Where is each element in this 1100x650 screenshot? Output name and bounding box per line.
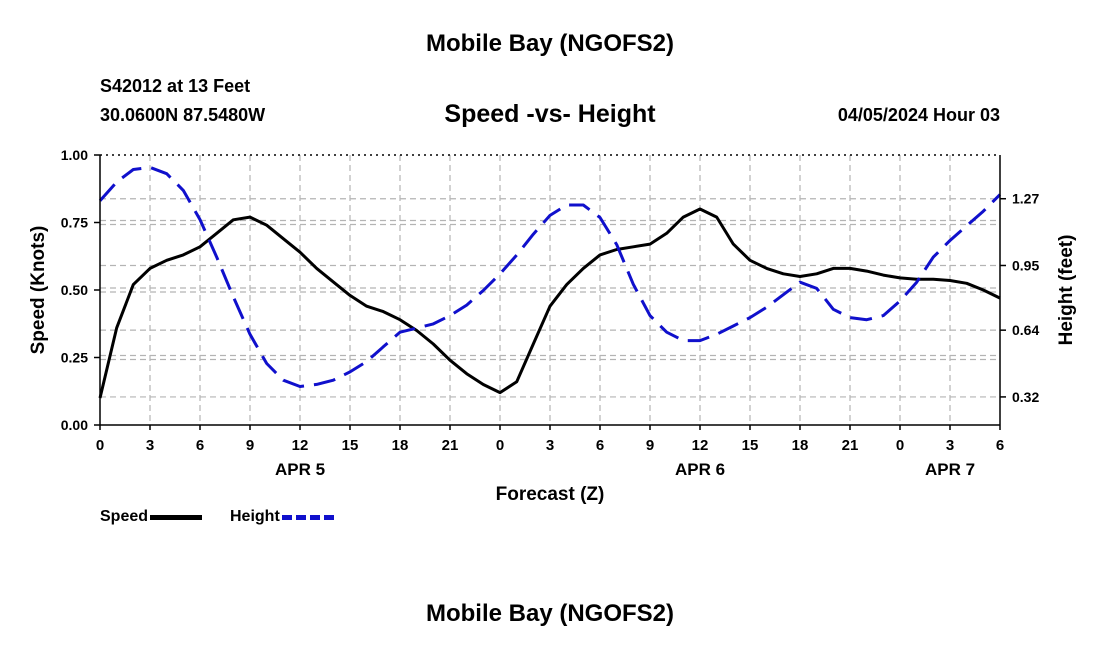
forecast-datetime: 04/05/2024 Hour 03 [837,105,1000,125]
station-label: S42012 at 13 Feet [100,76,251,96]
legend-height-label: Height [230,508,280,525]
x-tick-label: 15 [342,437,359,454]
y-tick-label: 0.50 [61,282,88,298]
x-tick-label: 3 [546,437,554,454]
x-tick-label: 9 [246,437,254,454]
page-title: Mobile Bay (NGOFS2) [425,30,675,57]
x-axis-label: Forecast (Z) [496,484,605,505]
x-tick-label: 0 [496,437,504,454]
legend-speed-label: Speed [100,508,149,525]
coordinates-label: 30.0600N 87.5480W [100,105,266,125]
legend-speed: Speed [100,508,203,526]
x-tick-label: 18 [792,437,809,454]
x-tick-label: 6 [596,437,604,454]
x-tick-label: 21 [442,437,459,454]
y-axis-label: Speed (Knots) [28,226,49,355]
x-tick-label: 0 [96,437,104,454]
day-label: APR 7 [925,460,975,479]
x-tick-label: 0 [896,437,904,454]
axes: 0 3 6 9 12 15 18 21 0 3 6 9 12 15 18 21 0 3 6 APR 5 APR 6 APR… [61,147,1040,479]
day-label: APR 6 [675,460,725,479]
legend-height: Height [230,508,334,526]
x-tick-label: 12 [292,437,309,454]
y-tick-label: 0.00 [61,417,88,433]
legend-speed-swatch [150,514,203,520]
x-tick-label: 3 [146,437,154,454]
y2-tick-label: 0.32 [1012,389,1039,405]
series-layer [98,165,1002,399]
y-tick-label: 0.25 [61,350,88,366]
footer-title: Mobile Bay (NGOFS2) [425,600,675,627]
height-series-line [98,165,1002,388]
grid [100,155,1000,425]
day-label: APR 5 [275,460,325,479]
x-tick-label: 6 [996,437,1004,454]
x-tick-label: 12 [692,437,709,454]
y2-tick-label: 0.64 [1012,322,1039,338]
y2-tick-label: 1.27 [1012,191,1039,207]
y2-tick-label: 0.95 [1012,257,1039,273]
x-tick-label: 9 [646,437,654,454]
y-tick-label: 0.75 [61,215,88,231]
x-tick-label: 18 [392,437,409,454]
speed-series-line [98,207,1001,399]
y2-axis-label: Height (feet) [1056,235,1077,346]
x-tick-label: 15 [742,437,759,454]
x-tick-label: 3 [946,437,954,454]
y-tick-label: 1.00 [61,147,88,163]
legend-height-swatch [281,514,334,520]
x-tick-label: 21 [842,437,859,454]
chart-title: Speed -vs- Height [444,100,656,128]
x-tick-label: 6 [196,437,204,454]
